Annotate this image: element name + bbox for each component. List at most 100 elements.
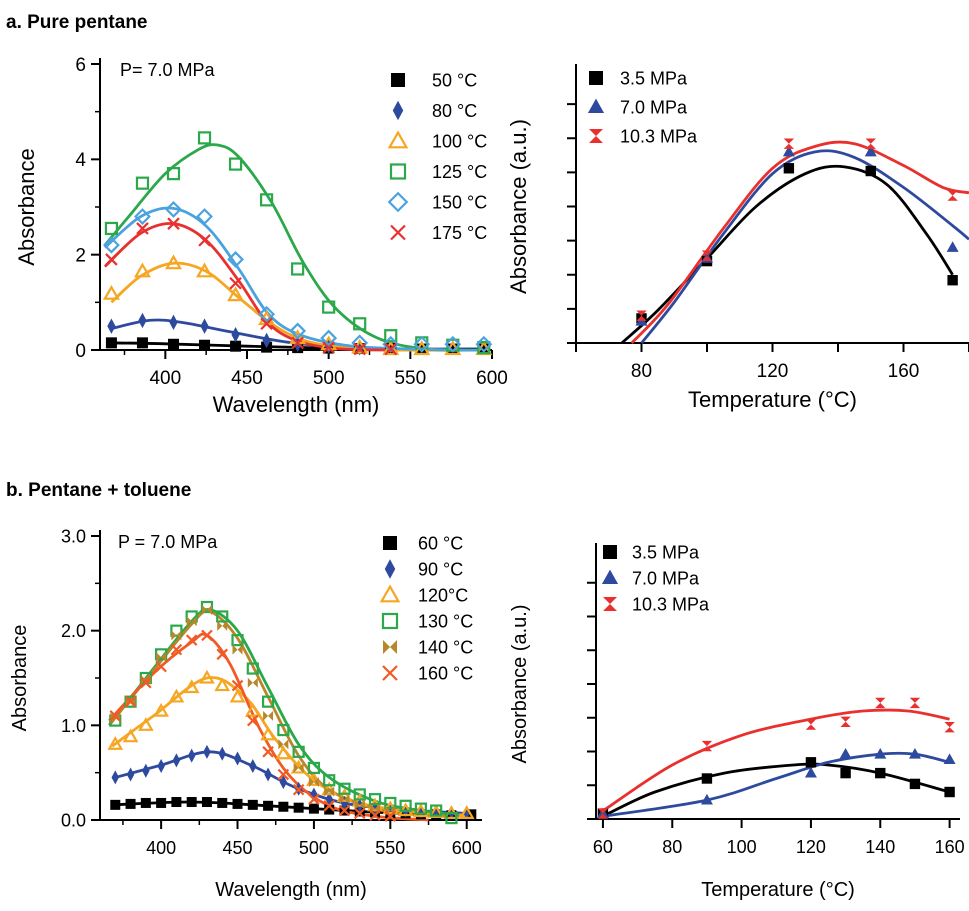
- data-point: [382, 335, 400, 353]
- series-markers: [636, 138, 958, 321]
- data-point: [262, 746, 274, 758]
- data-point: [289, 322, 307, 340]
- data-point: [122, 728, 139, 743]
- y-axis-label: Absorbance (a.u.): [506, 119, 531, 294]
- data-point: [308, 803, 319, 814]
- legend-marker: [381, 612, 399, 630]
- legend: 60 °C 90 °C 120°C 130 °C 140 °C 160 °C: [379, 534, 473, 684]
- legend-marker: [387, 191, 409, 213]
- x-tick-label: 600: [476, 368, 508, 389]
- data-point: [323, 774, 336, 787]
- x-tick-label: 450: [231, 368, 263, 389]
- data-point: [110, 799, 121, 810]
- legend-marker: [601, 569, 619, 584]
- data-point: [293, 802, 304, 813]
- x-tick-label: 100: [727, 837, 757, 857]
- data-point: [369, 809, 381, 822]
- data-point: [804, 766, 817, 778]
- data-point: [171, 797, 182, 808]
- data-point: [228, 157, 243, 171]
- legend-label: 125 °C: [432, 162, 487, 182]
- data-point: [166, 167, 181, 181]
- data-point: [353, 342, 366, 356]
- data-point: [165, 200, 182, 218]
- y-tick-label: 3.0: [61, 526, 86, 546]
- data-point: [168, 688, 185, 703]
- data-point: [320, 329, 338, 347]
- data-point: [142, 763, 150, 778]
- legend-label: 120°C: [418, 586, 468, 606]
- data-point: [136, 337, 148, 349]
- data-point: [308, 793, 320, 805]
- data-point: [324, 804, 335, 815]
- data-point: [227, 251, 244, 268]
- data-point: [102, 284, 120, 300]
- data-point: [105, 337, 117, 349]
- data-point: [246, 662, 259, 675]
- data-point: [156, 652, 167, 663]
- x-axis-label: Wavelength (nm): [213, 392, 380, 417]
- data-point: [109, 710, 122, 722]
- data-point: [865, 138, 876, 149]
- data-point: [701, 740, 713, 752]
- data-point: [105, 253, 118, 266]
- section-title-b: b. Pentane + toluene: [6, 480, 192, 501]
- y-axis-label: Absorbance: [9, 625, 31, 732]
- legend-marker: [589, 71, 603, 85]
- data-point: [216, 648, 229, 661]
- data-point: [322, 300, 336, 314]
- data-point: [458, 805, 475, 819]
- data-point: [477, 341, 491, 355]
- data-point: [156, 797, 167, 808]
- data-point: [875, 767, 886, 779]
- x-axis-label: Temperature (°C): [688, 387, 857, 412]
- data-point: [201, 797, 212, 808]
- data-point: [292, 745, 305, 758]
- legend-label: 10.3 MPa: [620, 127, 698, 147]
- legend-label: 175 °C: [432, 223, 487, 243]
- data-point: [140, 797, 151, 808]
- data-point: [278, 801, 289, 812]
- data-point: [227, 286, 245, 302]
- series-markers: [103, 200, 493, 353]
- data-point: [412, 803, 429, 818]
- data-point: [336, 788, 353, 802]
- data-point: [232, 798, 243, 809]
- data-point: [307, 761, 321, 775]
- data-point: [277, 768, 290, 781]
- data-point: [353, 317, 367, 331]
- data-point: [783, 163, 795, 174]
- y-tick-label: 6: [75, 55, 86, 76]
- axes: 80 120 160 Temperature (°C) Absorbance (a.u.…: [506, 64, 969, 412]
- data-point: [185, 634, 198, 646]
- data-point: [229, 688, 246, 703]
- x-tick-label: 80: [631, 361, 652, 382]
- data-point: [171, 630, 182, 641]
- data-point: [231, 327, 240, 343]
- data-point: [155, 660, 167, 673]
- data-point: [353, 807, 366, 820]
- data-point: [186, 797, 197, 808]
- data-point: [805, 757, 817, 768]
- x-axis-label: Wavelength (nm): [215, 879, 367, 901]
- data-point: [864, 145, 877, 157]
- legend: 3.5 MPa 7.0 MPa 10.3 MPa: [601, 543, 710, 615]
- data-point: [840, 716, 851, 727]
- data-point: [353, 788, 366, 801]
- data-point: [229, 276, 242, 290]
- legend-label: 130 °C: [418, 612, 473, 632]
- legend-label: 160 °C: [418, 664, 473, 684]
- x-tick-label: 120: [796, 837, 826, 857]
- legend-label: 3.5 MPa: [632, 543, 700, 563]
- legend: 50 °C 80 °C 100 °C 125 °C 150 °C 175 °C: [387, 71, 487, 243]
- data-point: [199, 669, 215, 684]
- data-point: [944, 722, 955, 733]
- data-point: [701, 773, 713, 784]
- data-point: [216, 610, 229, 623]
- fit-curve: [630, 140, 969, 344]
- y-tick-label: 2.0: [61, 621, 86, 641]
- data-point: [339, 794, 350, 805]
- data-point: [782, 145, 795, 157]
- data-point: [137, 717, 154, 731]
- series-markers: [109, 600, 458, 825]
